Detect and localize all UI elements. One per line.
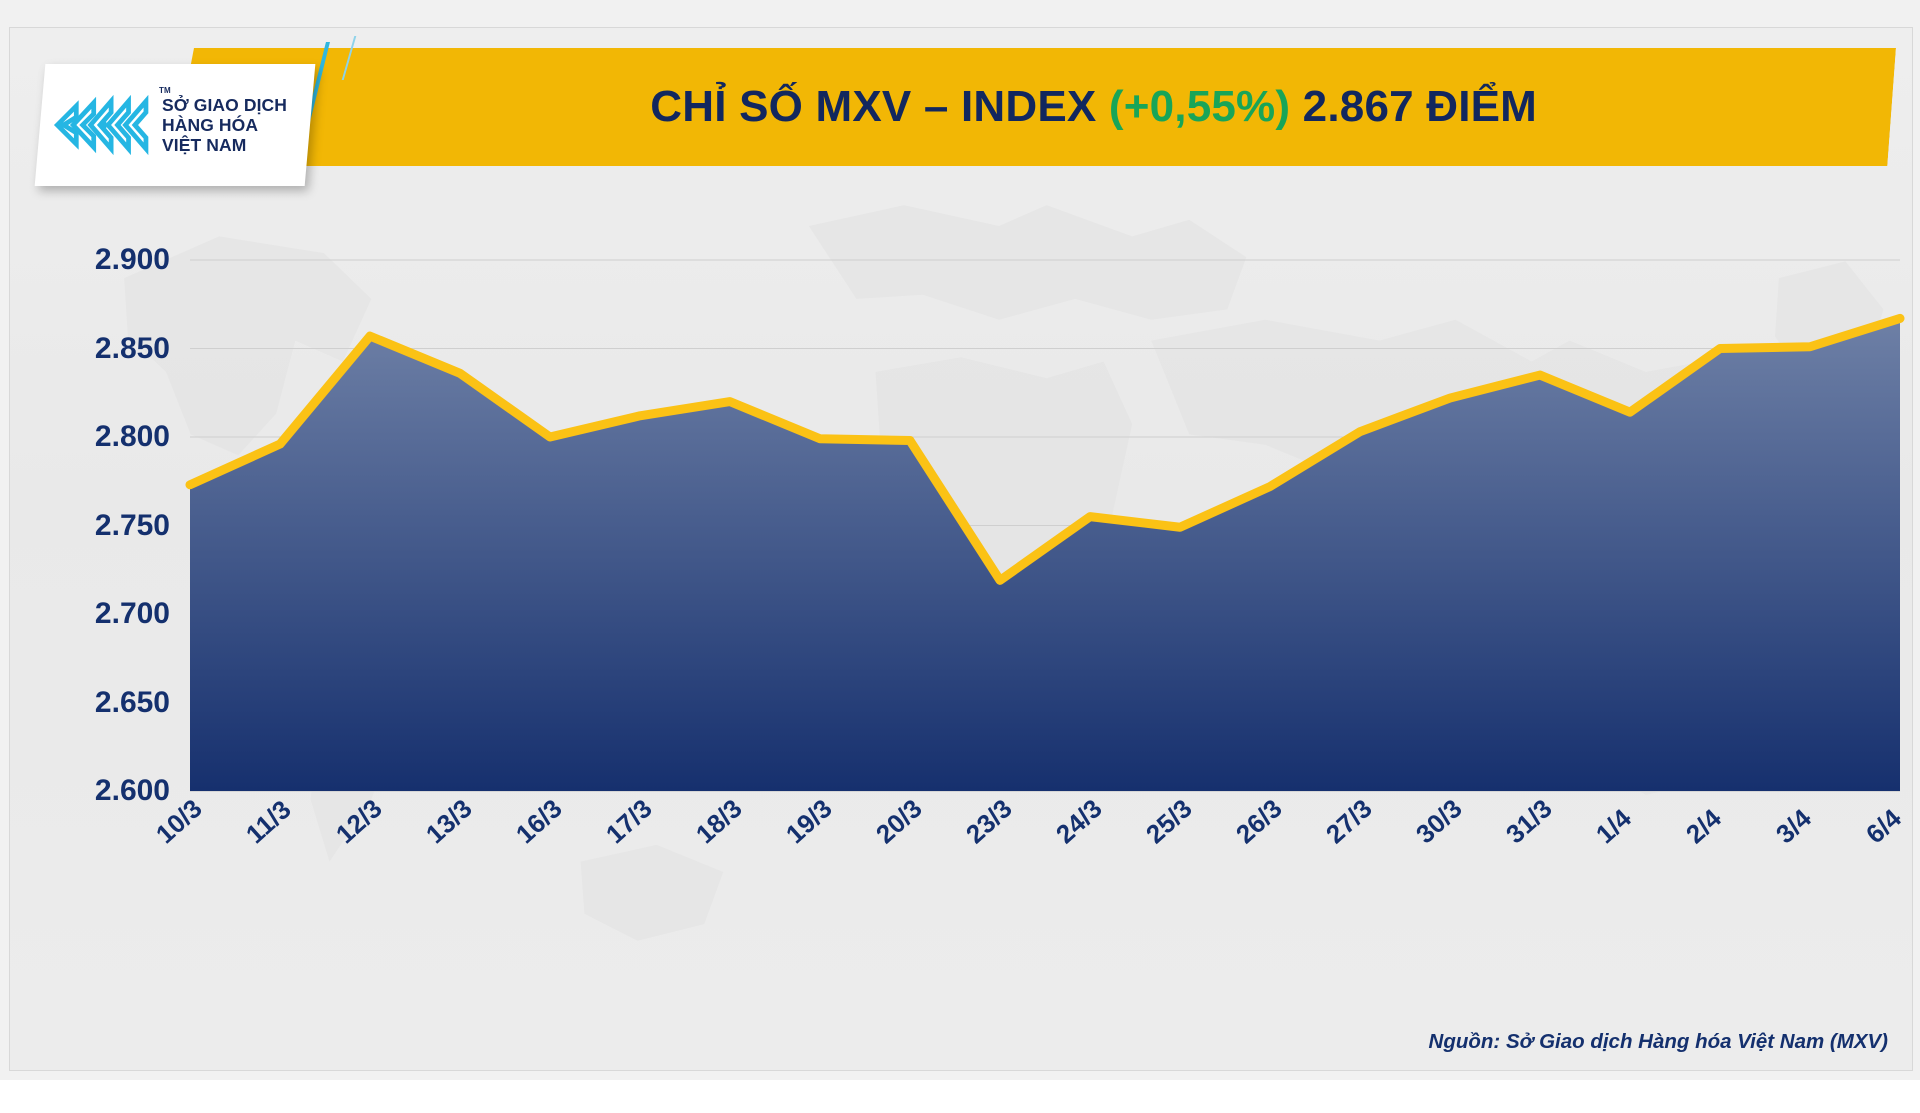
area-chart-svg bbox=[185, 259, 1905, 792]
x-axis-label: 20/3 bbox=[870, 793, 928, 850]
x-axis-label: 1/4 bbox=[1590, 802, 1637, 850]
source-note: Nguồn: Sở Giao dịch Hàng hóa Việt Nam (M… bbox=[1428, 1030, 1888, 1053]
x-axis-label: 11/3 bbox=[240, 794, 297, 850]
x-axis-label: 18/3 bbox=[690, 793, 748, 850]
y-axis-label: 2.850 bbox=[94, 331, 170, 365]
logo-text: TM SỞ GIAO DỊCH HÀNG HÓA VIỆT NAM bbox=[159, 86, 288, 156]
x-axis-label: 6/4 bbox=[1860, 802, 1907, 850]
x-axis-label: 19/3 bbox=[780, 793, 838, 850]
trademark-mark: TM bbox=[159, 85, 171, 95]
chart-page: CHỈ SỐ MXV – INDEX (+0,55%) 2.867 ĐIỂM bbox=[0, 0, 1920, 1080]
y-axis-label: 2.700 bbox=[94, 597, 170, 630]
y-axis-label: 2.600 bbox=[94, 774, 170, 807]
y-axis-label: 2.900 bbox=[94, 243, 170, 276]
chart-frame: CHỈ SỐ MXV – INDEX (+0,55%) 2.867 ĐIỂM bbox=[10, 28, 1912, 1070]
x-axis-label: 30/3 bbox=[1410, 793, 1468, 850]
x-axis-label: 23/3 bbox=[960, 793, 1018, 850]
x-axis-label: 25/3 bbox=[1140, 793, 1198, 850]
data-line bbox=[185, 313, 1905, 585]
area-fill bbox=[190, 318, 1900, 791]
mxv-logo-icon bbox=[53, 94, 149, 156]
x-axis-label: 16/3 bbox=[510, 793, 568, 850]
logo-line-1: SỞ GIAO DỊCH bbox=[162, 94, 288, 115]
title-main: CHỈ SỐ MXV – INDEX bbox=[650, 82, 1097, 131]
y-axis-label: 2.750 bbox=[94, 508, 170, 542]
y-axis-label: 2.800 bbox=[94, 420, 170, 453]
x-axis-label: 26/3 bbox=[1230, 793, 1288, 850]
x-axis-label: 2/4 bbox=[1680, 802, 1727, 850]
x-axis-label: 24/3 bbox=[1050, 793, 1108, 850]
x-axis-label: 13/3 bbox=[420, 793, 478, 850]
title-percent: (+0,55%) bbox=[1108, 82, 1291, 131]
x-axis-label: 12/3 bbox=[330, 793, 388, 850]
title-band: CHỈ SỐ MXV – INDEX (+0,55%) 2.867 ĐIỂM bbox=[171, 48, 1896, 166]
x-axis-label: 10/3 bbox=[150, 793, 208, 850]
y-axis-label: 2.650 bbox=[94, 685, 170, 719]
chart-plot: 2.900 2.850 2.800 2.750 2.700 2.650 2.600 10/3… bbox=[10, 28, 1920, 1108]
logo-line-3: VIỆT NAM bbox=[162, 135, 247, 156]
logo: TM SỞ GIAO DỊCH HÀNG HÓA VIỆT NAM bbox=[34, 64, 316, 186]
x-axis-label: 3/4 bbox=[1770, 802, 1817, 850]
title-points: 2.867 ĐIỂM bbox=[1302, 82, 1538, 131]
x-axis-label: 31/3 bbox=[1500, 793, 1558, 850]
logo-line-2: HÀNG HÓA bbox=[162, 114, 259, 135]
x-axis-label: 17/3 bbox=[600, 793, 658, 850]
x-axis-label: 27/3 bbox=[1320, 793, 1378, 850]
page-title: CHỈ SỐ MXV – INDEX (+0,55%) 2.867 ĐIỂM bbox=[650, 82, 1537, 132]
